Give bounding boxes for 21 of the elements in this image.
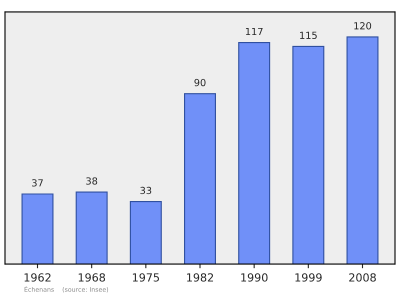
- bar: [238, 42, 270, 264]
- bar: [292, 46, 324, 264]
- bar: [130, 201, 162, 264]
- x-tick-label: 1982: [187, 273, 214, 282]
- data-label: 117: [246, 28, 263, 36]
- x-tick-label: 1962: [24, 273, 51, 282]
- bar: [76, 192, 108, 264]
- x-tick-label: 1968: [78, 273, 106, 282]
- data-label: 38: [86, 177, 98, 185]
- x-tick-label: 1990: [241, 273, 268, 282]
- data-label: 33: [140, 186, 152, 194]
- bar: [184, 93, 216, 264]
- data-label: 90: [194, 78, 206, 86]
- data-label: 115: [300, 32, 317, 39]
- x-tick-label: 1999: [295, 273, 322, 282]
- bar: [346, 36, 378, 264]
- x-tick-label: 2008: [349, 273, 376, 282]
- x-tick-label: 1975: [132, 273, 159, 282]
- bar: [22, 193, 54, 264]
- data-label: 120: [354, 22, 372, 30]
- data-label: 37: [32, 179, 43, 187]
